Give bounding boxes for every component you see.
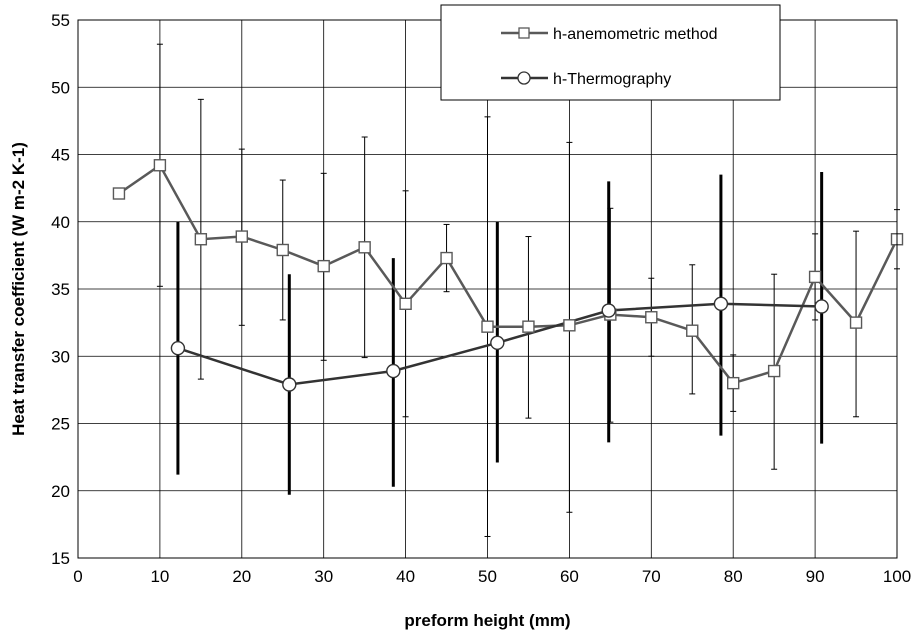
legend-item: h-anemometric method — [501, 26, 718, 43]
x-tick-label: 70 — [642, 567, 661, 586]
y-tick-label: 15 — [51, 549, 70, 568]
anemometric-data-point — [727, 376, 740, 390]
x-tick-label: 30 — [314, 567, 333, 586]
thermography-data-point — [814, 299, 829, 314]
x-tick-label: 20 — [232, 567, 251, 586]
anemometric-data-point — [112, 187, 126, 200]
anemometric-data-point — [358, 241, 371, 254]
legend-label: h-anemometric method — [553, 26, 718, 43]
y-tick-label: 45 — [51, 146, 70, 165]
anemometric-data-point — [194, 233, 208, 246]
series-lines — [118, 163, 899, 386]
x-tick-label: 90 — [806, 567, 825, 586]
legend-item: h-Thermography — [501, 71, 671, 88]
anemometric-data-point — [686, 324, 699, 337]
anemometric-data-point — [317, 259, 330, 273]
legend-box — [440, 4, 781, 101]
thermography-data-point — [490, 335, 505, 350]
y-tick-label: 35 — [51, 280, 70, 299]
anemometric-data-point — [808, 270, 822, 284]
y-tick-label: 30 — [51, 347, 70, 366]
anemometric-data-point — [767, 364, 781, 378]
y-tick-label: 50 — [51, 78, 70, 97]
y-axis-title: Heat transfer coefficient (W m-2 K-1) — [9, 142, 28, 436]
anemometric-data-point — [440, 251, 453, 265]
series-markers — [112, 159, 904, 392]
y-tick-label: 25 — [51, 415, 70, 434]
x-tick-label: 0 — [73, 567, 82, 586]
x-tick-label: 50 — [478, 567, 497, 586]
x-tick-labels: 0 10 20 30 40 50 60 70 80 90 100 — [73, 567, 911, 586]
anemometric-data-point — [153, 159, 167, 172]
legend: h-anemometric method h-Thermography — [440, 4, 781, 101]
thermography-data-point — [601, 303, 616, 318]
error-bars — [156, 43, 900, 537]
anemometric-data-point — [481, 320, 494, 333]
x-tick-label: 40 — [396, 567, 415, 586]
thermography-data-point — [282, 377, 297, 392]
thermography-data-point — [713, 296, 729, 311]
y-tick-label: 40 — [51, 213, 70, 232]
y-tick-labels: 15 20 25 30 35 40 45 50 55 — [51, 11, 70, 568]
legend-label: h-Thermography — [553, 71, 671, 88]
x-tick-label: 100 — [883, 567, 911, 586]
anemometric-data-point — [563, 319, 576, 332]
anemometric-data-point — [276, 243, 289, 257]
anemometric-data-point — [522, 320, 535, 333]
x-tick-label: 60 — [560, 567, 579, 586]
anemometric-data-point — [399, 297, 412, 310]
thermography-data-point — [170, 340, 186, 356]
legend-circle-marker — [517, 71, 531, 85]
x-axis-title: preform height (mm) — [404, 611, 570, 630]
anemometric-data-point — [849, 316, 863, 329]
anemometric-data-point — [645, 311, 658, 324]
anemometric-data-point — [235, 230, 249, 243]
legend-square-marker — [518, 27, 530, 39]
legend-items: h-anemometric method h-Thermography — [501, 26, 718, 88]
y-tick-label: 20 — [51, 482, 70, 501]
y-tick-label: 55 — [51, 11, 70, 30]
thermography-data-point — [386, 363, 401, 379]
x-tick-label: 10 — [150, 567, 169, 586]
anemometric-series-line — [118, 163, 899, 385]
x-tick-label: 80 — [724, 567, 743, 586]
